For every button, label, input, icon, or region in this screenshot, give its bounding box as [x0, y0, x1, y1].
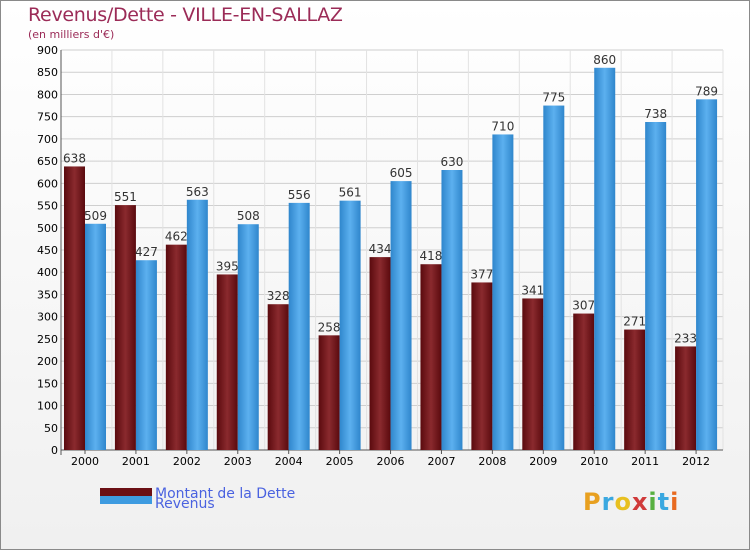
- y-tick-label: 300: [37, 311, 58, 324]
- y-tick-label: 150: [37, 377, 58, 390]
- bar-dette: [216, 274, 238, 450]
- bar-revenus: [645, 122, 667, 450]
- bar-dette: [675, 346, 697, 450]
- y-tick-label: 600: [37, 177, 58, 190]
- x-tick-label: 2001: [122, 455, 150, 468]
- bar-dette: [64, 166, 85, 450]
- legend-swatch-dette: [100, 488, 152, 496]
- data-label-revenus: 789: [695, 84, 718, 98]
- y-tick-label: 450: [37, 244, 58, 257]
- bar-dette: [471, 282, 493, 450]
- bar-revenus: [288, 202, 310, 450]
- data-label-dette: 341: [521, 283, 544, 297]
- bar-dette: [624, 329, 646, 450]
- logo-letter: r: [601, 488, 615, 516]
- data-label-dette: 551: [114, 190, 137, 204]
- data-label-revenus: 775: [542, 91, 565, 105]
- data-label-revenus: 860: [593, 53, 616, 67]
- x-tick-label: 2004: [275, 455, 303, 468]
- bar-dette: [318, 335, 340, 450]
- data-label-revenus: 605: [390, 166, 413, 180]
- bar-revenus: [441, 170, 463, 450]
- x-tick-label: 2011: [631, 455, 659, 468]
- logo-letter: x: [631, 488, 649, 516]
- data-label-dette: 462: [165, 230, 188, 244]
- y-tick-label: 500: [37, 222, 58, 235]
- x-tick-label: 2003: [224, 455, 252, 468]
- y-tick-label: 0: [51, 444, 58, 457]
- y-tick-label: 250: [37, 333, 58, 346]
- bar-dette: [573, 313, 595, 450]
- bar-revenus: [594, 67, 616, 451]
- data-label-dette: 434: [369, 242, 392, 256]
- data-label-revenus: 556: [288, 188, 311, 202]
- bar-dette: [420, 264, 442, 450]
- bar-revenus: [390, 181, 412, 450]
- logo-letter: t: [657, 488, 671, 516]
- logo-letter: P: [583, 488, 602, 516]
- bar-revenus: [186, 199, 208, 450]
- data-label-dette: 328: [267, 289, 290, 303]
- legend-label-dette: Montant de la Dette: [155, 486, 296, 502]
- data-label-dette: 233: [674, 331, 697, 345]
- y-tick-label: 400: [37, 266, 58, 279]
- data-label-revenus: 630: [441, 155, 464, 169]
- data-label-dette: 377: [470, 267, 493, 281]
- x-tick-label: 2008: [478, 455, 506, 468]
- y-tick-label: 200: [37, 355, 58, 368]
- x-tick-label: 2002: [173, 455, 201, 468]
- data-label-revenus: 710: [491, 119, 514, 133]
- bar-dette: [165, 244, 187, 450]
- data-label-dette: 638: [63, 151, 86, 165]
- chart-title: Revenus/Dette - VILLE-EN-SALLAZ: [28, 4, 343, 26]
- x-tick-label: 2000: [71, 455, 99, 468]
- data-label-revenus: 561: [339, 186, 362, 200]
- y-tick-label: 750: [37, 111, 58, 124]
- data-label-revenus: 509: [84, 209, 107, 223]
- data-label-dette: 395: [216, 259, 239, 273]
- legend-swatch-revenus: [100, 496, 152, 504]
- proxiti-logo: Proxiti: [583, 488, 679, 516]
- bar-revenus: [339, 200, 361, 450]
- data-label-dette: 307: [572, 299, 595, 313]
- bar-dette: [267, 304, 289, 450]
- legend-label-revenus: Revenus: [155, 496, 215, 512]
- data-label-dette: 271: [623, 315, 646, 329]
- bar-revenus: [543, 105, 565, 451]
- x-tick-label: 2012: [682, 455, 710, 468]
- bar-dette: [114, 205, 136, 450]
- logo-letter: i: [670, 488, 680, 516]
- data-label-dette: 258: [318, 320, 341, 334]
- bar-revenus: [492, 134, 514, 450]
- logo-letter: o: [614, 488, 632, 516]
- bar-revenus: [85, 223, 106, 450]
- bar-dette: [369, 257, 391, 450]
- y-tick-label: 50: [44, 422, 58, 435]
- y-tick-label: 700: [37, 133, 58, 146]
- y-tick-label: 550: [37, 200, 58, 213]
- data-label-revenus: 738: [644, 107, 667, 121]
- bar-revenus: [696, 99, 718, 450]
- x-tick-label: 2005: [326, 455, 354, 468]
- y-tick-label: 900: [37, 44, 58, 57]
- chart-subtitle: (en milliers d'€): [28, 28, 115, 41]
- x-tick-label: 2006: [377, 455, 405, 468]
- x-tick-label: 2010: [580, 455, 608, 468]
- y-tick-label: 850: [37, 66, 58, 79]
- y-tick-label: 100: [37, 400, 58, 413]
- bar-revenus: [237, 224, 259, 450]
- x-tick-label: 2007: [427, 455, 455, 468]
- x-tick-label: 2009: [529, 455, 557, 468]
- y-tick-label: 650: [37, 155, 58, 168]
- data-label-revenus: 508: [237, 209, 260, 223]
- y-tick-label: 800: [37, 88, 58, 101]
- data-label-revenus: 563: [186, 185, 209, 199]
- y-tick-label: 350: [37, 288, 58, 301]
- bar-dette: [522, 298, 544, 450]
- data-label-dette: 418: [420, 249, 443, 263]
- bar-revenus: [135, 260, 157, 450]
- data-label-revenus: 427: [135, 245, 158, 259]
- logo-letter: i: [648, 488, 658, 516]
